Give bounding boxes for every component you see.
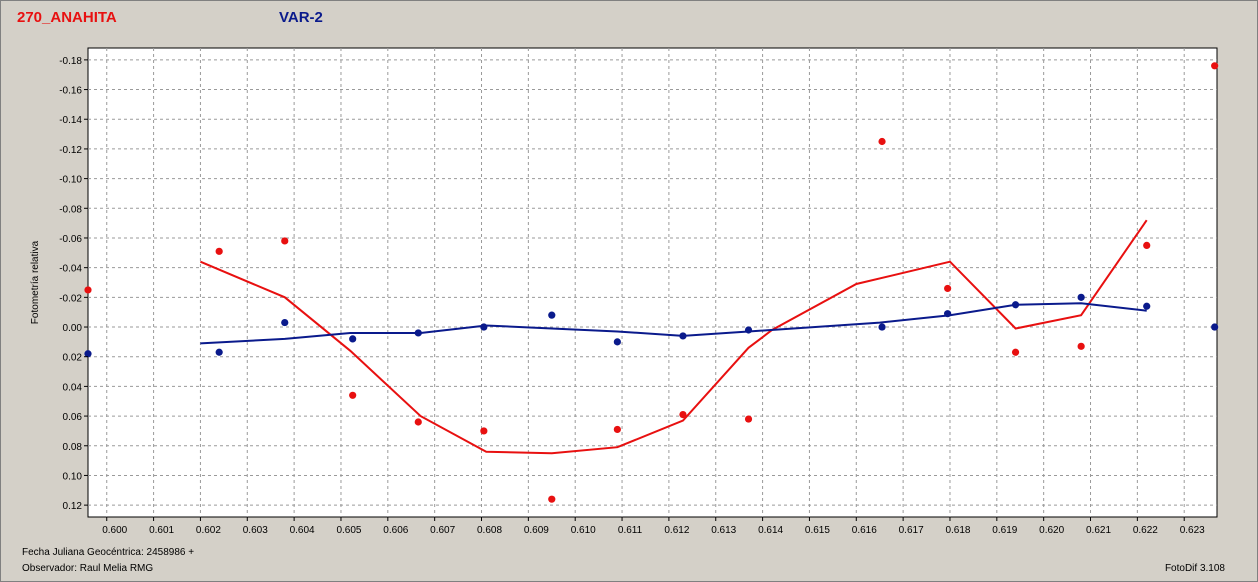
- data-point-series-2: [349, 335, 357, 343]
- data-point-series-1: [1211, 62, 1219, 70]
- data-point-series-2: [944, 310, 952, 318]
- x-tick-label: 0.607: [430, 525, 455, 536]
- fit-line-series-1: [200, 219, 1148, 455]
- x-tick-label: 0.620: [1039, 525, 1064, 536]
- data-point-series-2: [84, 350, 92, 358]
- object-title: 270_ANAHITA: [17, 9, 117, 26]
- y-tick-label: -0.18: [59, 56, 82, 67]
- data-point-series-1: [548, 495, 556, 503]
- x-tick-label: 0.614: [758, 525, 783, 536]
- x-tick-label: 0.601: [149, 525, 174, 536]
- y-tick-label: -0.02: [59, 293, 82, 304]
- variable-title: VAR-2: [279, 9, 323, 26]
- data-point-series-1: [679, 410, 687, 419]
- observer-label: Observador: Raul Melia RMG: [22, 563, 154, 574]
- data-point-series-2: [215, 348, 223, 356]
- x-tick-label: 0.612: [664, 525, 689, 536]
- x-tick-label: 0.615: [805, 525, 830, 536]
- x-tick-label: 0.618: [945, 525, 970, 536]
- y-tick-label: 0.04: [63, 382, 83, 393]
- x-tick-label: 0.604: [290, 525, 315, 536]
- x-tick-label: 0.621: [1086, 525, 1111, 536]
- data-point-series-2: [613, 338, 621, 346]
- software-version-label: FotoDif 3.108: [1164, 563, 1225, 574]
- data-point-series-2: [414, 329, 422, 337]
- x-tick-label: 0.605: [336, 525, 361, 536]
- x-axis-ticks: 0.600 0.601 0.602 0.603 0.604 0.605 0.606 0.607…: [102, 517, 1205, 536]
- x-tick-label: 0.613: [711, 525, 736, 536]
- data-point-series-1: [480, 427, 488, 435]
- data-point-series-1: [944, 284, 952, 293]
- y-tick-label: 0.10: [63, 471, 83, 482]
- x-tick-label: 0.619: [992, 525, 1017, 536]
- data-point-series-2: [1143, 302, 1151, 310]
- y-tick-label: -0.04: [59, 264, 82, 275]
- data-point-series-1: [349, 391, 357, 399]
- data-point-series-1: [84, 286, 92, 294]
- plot-area: [87, 47, 1218, 518]
- x-tick-label: 0.611: [618, 525, 643, 536]
- x-tick-label: 0.600: [102, 525, 127, 536]
- y-tick-label: 0.12: [63, 501, 83, 512]
- x-tick-label: 0.602: [196, 525, 221, 536]
- x-tick-label: 0.610: [571, 525, 596, 536]
- data-point-series-2: [480, 323, 488, 331]
- data-point-series-2: [679, 332, 687, 340]
- y-axis-ticks: -0.18 -0.16 -0.14 -0.12 -0.10 -0.08 -0.06 -0.04…: [59, 56, 88, 512]
- data-point-series-2: [1211, 323, 1219, 331]
- data-point-series-1: [1011, 348, 1020, 356]
- y-tick-label: 0.08: [63, 442, 83, 453]
- y-tick-label: 0.02: [63, 353, 83, 364]
- x-tick-label: 0.606: [383, 525, 408, 536]
- y-tick-label: -0.10: [59, 175, 82, 186]
- x-tick-label: 0.617: [899, 525, 924, 536]
- data-points: [84, 62, 1219, 503]
- y-tick-label: -0.16: [59, 86, 82, 97]
- x-tick-label: 0.623: [1180, 525, 1205, 536]
- julian-date-label: Fecha Juliana Geocéntrica: 2458986 +: [22, 547, 195, 558]
- data-point-series-1: [744, 415, 753, 423]
- y-tick-label: -0.08: [59, 204, 82, 215]
- y-axis-label: Fotometría relativa: [30, 240, 41, 324]
- y-tick-label: -0.14: [59, 115, 82, 126]
- data-point-series-1: [215, 247, 223, 255]
- data-point-series-1: [1143, 241, 1151, 249]
- data-point-series-2: [744, 326, 753, 334]
- data-point-series-1: [613, 425, 621, 434]
- y-tick-label: 0.00: [63, 323, 83, 334]
- data-point-series-1: [1077, 342, 1085, 350]
- x-tick-label: 0.622: [1133, 525, 1158, 536]
- data-point-series-1: [281, 237, 289, 245]
- x-tick-label: 0.609: [524, 525, 549, 536]
- y-tick-label: -0.12: [59, 145, 82, 156]
- data-point-series-2: [878, 323, 886, 331]
- x-tick-label: 0.616: [852, 525, 877, 536]
- data-point-series-2: [548, 311, 556, 319]
- data-point-series-2: [1077, 293, 1085, 301]
- y-tick-label: 0.06: [63, 412, 83, 423]
- data-point-series-2: [1011, 301, 1020, 309]
- data-point-series-1: [878, 137, 886, 146]
- x-tick-label: 0.603: [243, 525, 268, 536]
- data-point-series-1: [414, 418, 422, 426]
- data-point-series-2: [281, 318, 289, 327]
- y-tick-label: -0.06: [59, 234, 82, 245]
- x-tick-label: 0.608: [477, 525, 502, 536]
